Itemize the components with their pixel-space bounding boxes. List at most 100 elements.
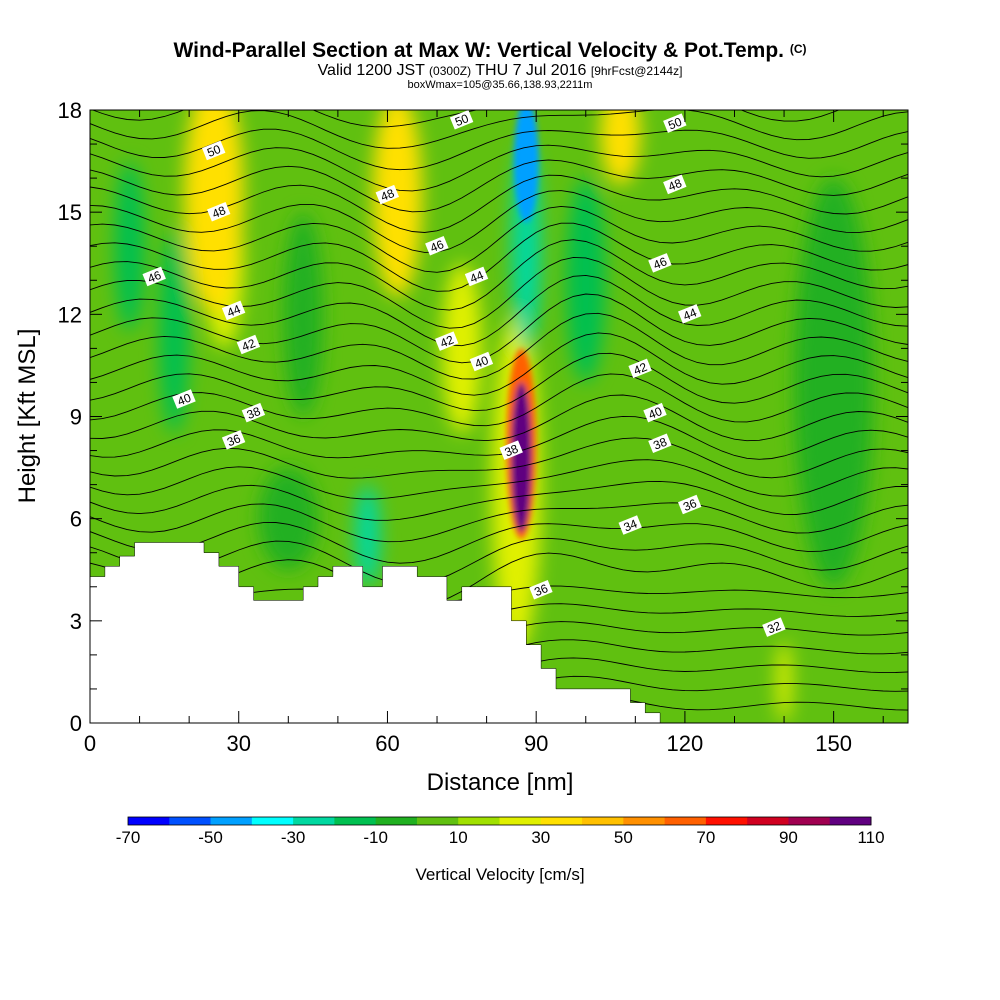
theta-label: 44 [221,300,246,321]
contour-labels: 5048464442403836504846444240383650484644… [142,110,786,637]
theta-label: 40 [172,389,196,409]
colorbar-tick-label: 10 [449,828,468,847]
theta-contour [90,144,908,192]
x-tick-label: 120 [667,731,704,756]
colorbar-swatch [829,817,872,825]
theta-label: 32 [762,617,786,637]
theta-contour [90,522,908,564]
theta-contour [90,502,908,543]
theta-label-box [469,351,494,372]
y-tick-label: 6 [70,507,82,532]
theta-label-text: 48 [666,176,684,194]
vertical-velocity-core [506,110,539,540]
theta-label-text: 34 [622,516,640,534]
theta-label: 48 [663,174,687,195]
theta-label: 38 [499,440,523,460]
theta-label-box [241,402,266,423]
theta-contour [90,332,908,396]
theta-label-box [435,331,459,351]
theta-label-box [202,140,226,161]
theta-label-box [464,266,489,287]
theta-label-text: 44 [225,302,243,320]
colorbar-swatch [128,817,170,825]
velocity-cell [511,382,532,533]
plot-area: 5048464442403836504846444240383650484644… [90,110,908,723]
theta-label-box [618,515,642,535]
chart-title: Wind-Parallel Section at Max W: Vertical… [173,39,806,62]
theta-contour [90,205,908,273]
theta-label: 36 [221,430,246,450]
colorbar-swatch [416,817,459,825]
theta-label-box [628,358,652,379]
theta-label-text: 40 [646,404,664,422]
theta-label-text: 38 [245,404,263,422]
theta-label-box [529,579,553,600]
velocity-cell [600,110,641,185]
theta-contour [90,480,908,521]
theta-label-box [236,334,261,355]
y-axis-label: Height [Kft MSL] [14,329,41,504]
velocity-cell [283,212,324,417]
theta-contour [90,537,908,585]
theta-label-box [648,433,672,454]
colorbar-tick-label: 70 [696,828,715,847]
terrain-mask [90,542,908,723]
colorbar-label: Vertical Velocity [cm/s] [415,865,584,884]
colorbar-swatch [623,817,666,825]
colorbar-swatch [169,817,212,825]
colorbar-tick-label: -10 [363,828,388,847]
colorbar-tick-label: 30 [531,828,550,847]
theta-label-text: 38 [651,435,669,453]
velocity-cell [184,110,244,315]
theta-label-box [375,184,400,205]
theta-label-text: 40 [175,390,193,408]
chart-subtitle: Valid 1200 JST (0300Z) THU 7 Jul 2016 [9… [318,62,683,79]
theta-label-text: 38 [503,441,521,459]
theta-label: 46 [425,235,449,256]
theta-label-text: 46 [651,254,669,272]
theta-label: 44 [464,266,489,287]
theta-label: 50 [449,110,474,130]
colorbar-swatch [747,817,789,825]
theta-label-text: 42 [240,336,258,354]
colorbar-swatch [375,817,418,825]
theta-label-text: 42 [438,332,456,350]
x-tick-label: 150 [815,731,852,756]
colorbar-swatch [251,817,294,825]
theta-contour [90,459,908,500]
theta-label: 48 [207,201,231,222]
velocity-cell [159,229,190,434]
theta-label-box [499,440,523,460]
theta-contour [90,222,908,292]
velocity-cell [441,263,482,434]
theta-label-box [142,266,166,287]
theta-contour [90,352,908,412]
velocity-cell [793,178,874,587]
theta-label-box [221,430,246,450]
x-tick-label: 0 [84,731,96,756]
theta-contour [90,293,908,364]
theta-label-text: 40 [473,353,491,371]
theta-label-text: 48 [210,203,228,221]
colorbar-swatch [540,817,583,825]
colorbar-frame [127,816,872,826]
y-tick-label: 9 [70,405,82,430]
colorbar-swatch [705,817,748,825]
theta-label-box [449,110,474,130]
theta-label: 38 [241,402,266,423]
theta-contour [91,110,841,128]
velocity-cell [372,110,423,298]
x-tick-label: 30 [226,731,250,756]
theta-label: 34 [618,515,642,535]
vertical-velocity-field [114,110,874,723]
theta-label: 40 [643,402,667,423]
colorbar-tick-label: 50 [614,828,633,847]
theta-label-box [678,304,702,324]
y-tick-label: 0 [70,711,82,736]
theta-contour [90,128,908,171]
theta-label-box [172,389,196,409]
theta-label-text: 32 [765,618,783,636]
theta-label-box [221,300,246,321]
theta-contour [90,110,908,149]
